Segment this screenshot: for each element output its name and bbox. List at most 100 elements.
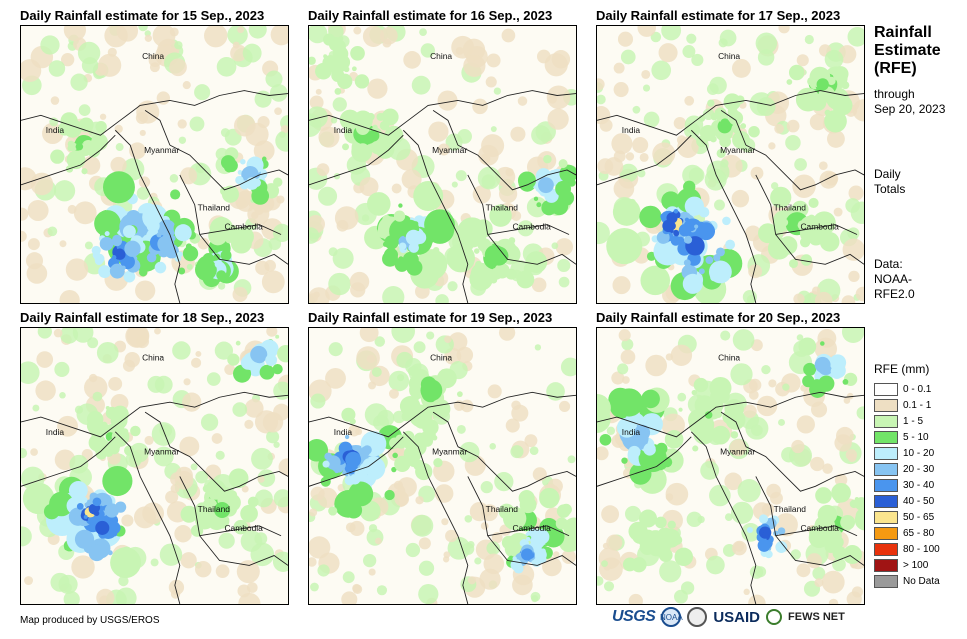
rain-cell: [612, 276, 631, 295]
country-border: [21, 90, 288, 136]
rain-cell: [469, 267, 493, 291]
rain-cell: [691, 389, 698, 396]
rain-cell: [408, 242, 419, 253]
rain-cell: [398, 242, 407, 251]
country-label-cambodia: Cambodia: [800, 222, 839, 232]
rain-cell: [814, 291, 833, 303]
rain-cell: [413, 393, 420, 401]
rain-cell: [684, 235, 693, 244]
rain-cell: [157, 235, 175, 253]
rain-cell: [375, 537, 382, 545]
rain-cell: [552, 551, 560, 558]
rain-cell: [658, 43, 678, 63]
rain-cell: [678, 407, 683, 412]
rain-cell: [356, 346, 380, 370]
rain-cell: [808, 197, 819, 208]
legend-item: 0 - 0.1: [874, 381, 940, 397]
rain-cell: [536, 202, 542, 208]
rain-cell: [115, 143, 124, 151]
rain-cell: [32, 404, 40, 412]
rain-cell: [814, 356, 831, 373]
rain-cell: [309, 438, 329, 462]
rain-cell: [730, 431, 739, 439]
rain-cell: [67, 204, 77, 214]
rain-cell: [235, 340, 241, 346]
map-panel-1: China India Myanmar Thailand Cambodia: [20, 25, 289, 304]
rain-cell: [194, 560, 212, 578]
country-label-china: China: [142, 353, 164, 363]
rain-cell: [215, 450, 225, 460]
rain-cell: [756, 395, 778, 417]
rain-cell: [174, 525, 192, 543]
rain-cell: [841, 328, 864, 344]
rain-cell: [273, 381, 288, 400]
rain-cell: [110, 547, 142, 579]
rain-cell: [345, 501, 363, 519]
rain-cell: [661, 509, 683, 531]
rain-cell: [855, 508, 864, 524]
country-border: [690, 431, 757, 604]
rain-cell: [617, 31, 634, 47]
rain-cell: [349, 520, 365, 536]
rain-cell: [456, 346, 474, 364]
rain-cell: [707, 99, 715, 107]
rain-cell: [480, 481, 493, 494]
usgs-logo: USGS: [612, 608, 656, 625]
rain-cell: [75, 142, 84, 151]
rain-cell: [273, 489, 288, 508]
rain-cell: [246, 582, 258, 593]
rain-cell: [92, 391, 103, 402]
rain-cell: [332, 60, 344, 72]
rain-cell: [773, 530, 779, 536]
rain-cell: [812, 566, 826, 580]
rain-cell: [394, 438, 400, 443]
rain-cell: [53, 328, 63, 338]
rain-cell: [257, 116, 270, 129]
rain-cell: [415, 496, 424, 505]
rain-cell: [826, 129, 845, 148]
legend-label: 40 - 50: [903, 495, 935, 507]
rain-cell: [755, 566, 767, 578]
rain-cell: [392, 410, 406, 424]
rain-cell: [278, 458, 288, 476]
rain-cell: [138, 176, 151, 188]
rain-cell: [841, 81, 850, 90]
sidebar-data-source2: RFE2.0: [874, 287, 915, 301]
rain-cell: [725, 239, 736, 250]
rain-cell: [177, 119, 187, 129]
rain-cell: [516, 270, 535, 289]
rain-cell: [216, 270, 227, 281]
rain-cell: [851, 586, 864, 598]
rain-cell: [684, 95, 695, 106]
rain-cell: [322, 460, 330, 468]
country-border: [467, 174, 576, 265]
fews-net-logo: FEWS NET: [788, 611, 845, 623]
rain-cell: [560, 357, 576, 377]
rain-cell: [831, 536, 844, 549]
rain-cell: [151, 422, 176, 446]
rain-cell: [200, 413, 219, 431]
rain-cell: [250, 542, 275, 567]
rain-cell: [237, 26, 245, 34]
legend-label: 5 - 10: [903, 431, 929, 443]
rain-cell: [632, 105, 641, 114]
country-border: [179, 476, 288, 566]
legend-swatch: [874, 446, 898, 460]
country-label-cambodia: Cambodia: [800, 523, 839, 533]
rain-cell: [490, 267, 503, 280]
rain-cell: [460, 399, 474, 413]
rain-cell: [318, 126, 340, 148]
rain-cell: [517, 171, 536, 190]
rain-cell: [737, 479, 761, 503]
rain-cell: [641, 69, 651, 79]
sidebar-through-label: through: [874, 87, 915, 101]
rain-cell: [613, 81, 629, 98]
rain-cell: [422, 419, 439, 436]
rain-cell: [517, 96, 528, 106]
rain-cell: [265, 354, 277, 366]
rain-cell: [413, 180, 444, 211]
rain-cell: [273, 177, 283, 187]
rain-cell: [724, 472, 743, 491]
rain-cell: [380, 26, 398, 45]
rain-cell: [205, 479, 226, 500]
